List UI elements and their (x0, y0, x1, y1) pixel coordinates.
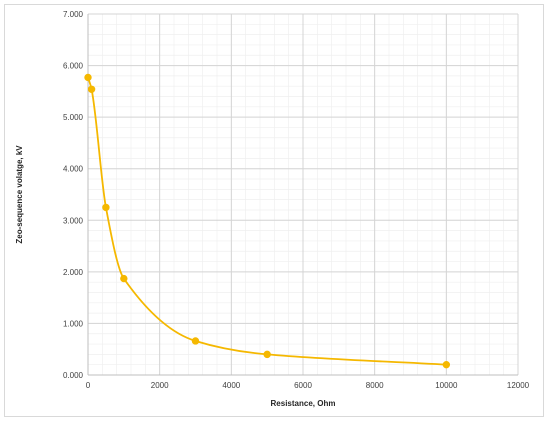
y-tick-label: 5.000 (63, 113, 84, 122)
data-point (191, 337, 200, 345)
x-tick-label: 0 (86, 381, 91, 390)
x-tick-label: 6000 (294, 381, 312, 390)
y-tick-label: 0.000 (63, 371, 84, 380)
data-point (442, 360, 451, 369)
data-point (84, 73, 92, 82)
x-axis-title: Resistance, Ohm (271, 399, 336, 408)
data-point (87, 85, 96, 93)
x-tick-label: 2000 (151, 381, 169, 390)
y-tick-label: 1.000 (63, 319, 84, 328)
x-tick-label: 10000 (435, 381, 458, 390)
x-axis-tick-labels: 0 2000 4000 6000 8000 10000 12000 (86, 381, 530, 390)
y-axis-tick-labels: 0.000 1.000 2.000 3.000 4.000 5.000 6.000 7.000 (63, 10, 84, 380)
series-line (87, 77, 447, 366)
series-layer (84, 73, 451, 369)
y-tick-label: 6.000 (63, 62, 84, 71)
x-tick-label: 12000 (507, 381, 530, 390)
data-point (120, 274, 128, 283)
x-tick-label: 4000 (222, 381, 240, 390)
y-tick-label: 7.000 (63, 10, 84, 19)
x-tick-label: 8000 (366, 381, 384, 390)
y-axis-title: Zeo-sequence volatge, kV (15, 145, 24, 244)
y-tick-label: 2.000 (63, 268, 84, 277)
y-tick-label: 4.000 (63, 165, 84, 174)
data-point (263, 350, 271, 359)
data-point (102, 203, 110, 212)
y-tick-label: 3.000 (63, 216, 84, 225)
major-gridlines (87, 13, 519, 376)
